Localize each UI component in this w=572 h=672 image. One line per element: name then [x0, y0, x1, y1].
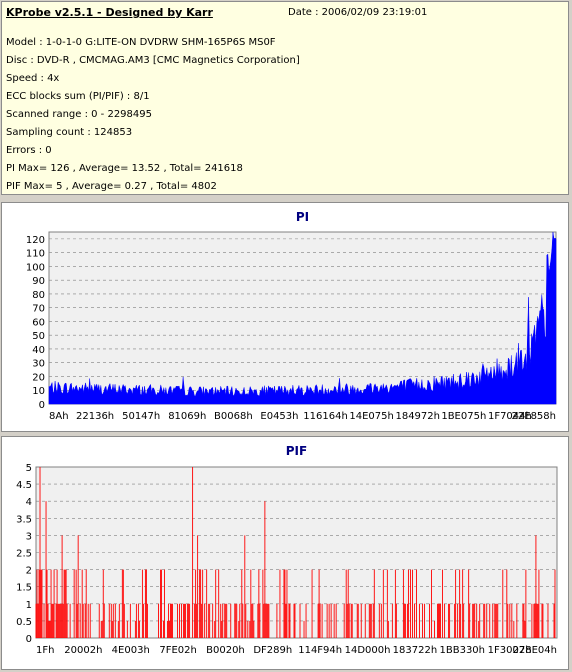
pif-xtick-label: 14D000h	[345, 645, 391, 656]
pif-ytick-label: 1	[26, 600, 32, 611]
pi-xtick-label: 8Ah	[49, 411, 69, 422]
pi-series-area	[48, 231, 557, 405]
pif-chart-panel: PIF 0 0.5 1 1.5 2 2.5 3 3.5 4 4.5 5 1Fh 20002h 4E003h 7…	[1, 436, 569, 670]
pi-ytick-label: 70	[32, 304, 45, 315]
pif-ytick-label: 3	[26, 531, 32, 542]
pi-xtick-label: 1F7044h	[488, 411, 532, 422]
pi-ytick-label: 0	[39, 400, 45, 411]
info-line-disc: Disc : DVD-R , CMCMAG.AM3 [CMC Magnetics…	[6, 55, 300, 66]
pi-ytick-label: 90	[32, 276, 45, 287]
pi-ytick-label: 110	[26, 249, 45, 260]
info-line-pif: PIF Max= 5 , Average= 0.27 , Total= 4802	[6, 181, 217, 192]
pif-chart: PIF 0 0.5 1 1.5 2 2.5 3 3.5 4 4.5 5 1Fh 20002h 4E003h 7…	[16, 444, 558, 656]
pi-xtick-label: 1BE075h	[441, 411, 486, 422]
info-line-model: Model : 1-0-1-0 G:LITE-ON DVDRW SHM-165P…	[6, 37, 276, 48]
pif-xtick-label: 1F3007h	[488, 645, 532, 656]
pi-xtick-label: 50147h	[122, 411, 160, 422]
pi-ytick-label: 30	[32, 359, 45, 370]
info-line-ecc: ECC blocks sum (PI/PIF) : 8/1	[6, 91, 150, 102]
pi-chart-panel: PI 0 10 20 30 40 50 60 70 80 90 100 110 120 8Ah 22136h 5…	[1, 202, 569, 432]
info-line-errors: Errors : 0	[6, 145, 52, 156]
app-title: KProbe v2.5.1 - Designed by Karr	[6, 6, 213, 19]
pi-ytick-label: 80	[32, 290, 45, 301]
pif-title: PIF	[286, 444, 307, 458]
pif-xtick-label: 4E003h	[112, 645, 150, 656]
pi-title: PI	[296, 210, 309, 224]
pif-ytick-label: 4	[26, 497, 32, 508]
pi-ytick-label: 50	[32, 331, 45, 342]
pif-xtick-label: B0020h	[206, 645, 245, 656]
info-line-speed: Speed : 4x	[6, 73, 60, 84]
info-line-range: Scanned range : 0 - 2298495	[6, 109, 152, 120]
pif-xtick-label: 7FE02h	[159, 645, 197, 656]
pi-chart: PI 0 10 20 30 40 50 60 70 80 90 100 110 120 8Ah 22136h 5…	[26, 210, 557, 422]
pi-xtick-label: E0453h	[260, 411, 298, 422]
pif-xtick-label: 183722h	[393, 645, 438, 656]
pif-xtick-label: DF289h	[253, 645, 292, 656]
pi-xtick-label: B0068h	[214, 411, 253, 422]
pi-xtick-label: 22136h	[76, 411, 114, 422]
pi-xtick-label: 81069h	[168, 411, 206, 422]
pi-xtick-label: 22E858h	[512, 411, 556, 422]
pif-ytick-label: 1.5	[16, 583, 32, 594]
pi-xtick-label: 14E075h	[349, 411, 393, 422]
info-panel: KProbe v2.5.1 - Designed by Karr Date : …	[1, 1, 569, 195]
pif-ytick-label: 4.5	[16, 480, 32, 491]
pi-ytick-label: 100	[26, 262, 45, 273]
pif-ytick-label: 3.5	[16, 514, 32, 525]
pif-xtick-label: 228E04h	[513, 645, 557, 656]
pi-ytick-label: 20	[32, 372, 45, 383]
pif-series	[35, 467, 556, 638]
info-line-sampling: Sampling count : 124853	[6, 127, 133, 138]
pif-ytick-label: 0	[26, 634, 32, 645]
pif-xtick-label: 1BB330h	[440, 645, 486, 656]
pi-ytick-label: 120	[26, 235, 45, 246]
pif-ytick-label: 2	[26, 566, 32, 577]
pif-xtick-label: 20002h	[64, 645, 102, 656]
pif-xtick-label: 114F94h	[298, 645, 342, 656]
pi-ytick-label: 60	[32, 317, 45, 328]
pif-xtick-label: 1Fh	[36, 645, 54, 656]
pi-xtick-label: 184972h	[395, 411, 440, 422]
pi-ytick-label: 40	[32, 345, 45, 356]
info-line-pi: PI Max= 126 , Average= 13.52 , Total= 24…	[6, 163, 243, 174]
pi-ytick-label: 10	[32, 386, 45, 397]
scan-date: Date : 2006/02/09 23:19:01	[288, 7, 428, 18]
pif-ytick-label: 2.5	[16, 549, 32, 560]
pi-xtick-label: 116164h	[303, 411, 348, 422]
pif-ytick-label: 5	[26, 463, 32, 474]
pi-plot-area	[48, 231, 557, 405]
pif-ytick-label: 0.5	[16, 617, 32, 628]
